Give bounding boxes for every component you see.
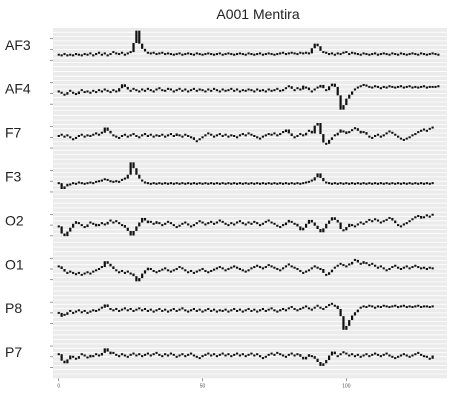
channel-label-p7: P7 — [5, 344, 22, 360]
x-tick-label: 0 — [57, 383, 60, 389]
x-axis-ticks: 0 50 100 — [57, 378, 351, 389]
channel-label-f3: F3 — [5, 168, 22, 184]
panel-af4: AF4 — [5, 71, 447, 115]
channel-label-af3: AF3 — [5, 37, 31, 53]
panel-o2: O2 — [5, 203, 447, 247]
panels-group: AF3 AF4 F7 F3 O2 O1 P8 P7 — [5, 28, 447, 379]
panel-p8: P8 — [5, 291, 447, 335]
channel-label-p8: P8 — [5, 300, 22, 316]
panel-f7: F7 — [5, 115, 447, 159]
x-tick-label: 100 — [342, 383, 351, 389]
x-tick-label: 50 — [200, 383, 206, 389]
channel-label-o1: O1 — [5, 256, 24, 272]
panel-p7: P7 — [5, 335, 447, 379]
channel-label-f7: F7 — [5, 125, 22, 141]
chart-title: A001 Mentira — [216, 6, 299, 22]
panel-af3: AF3 — [5, 28, 447, 71]
panel-o1: O1 — [5, 247, 447, 291]
panel-f3: F3 — [5, 159, 447, 203]
channel-label-o2: O2 — [5, 212, 24, 228]
channel-label-af4: AF4 — [5, 81, 31, 97]
